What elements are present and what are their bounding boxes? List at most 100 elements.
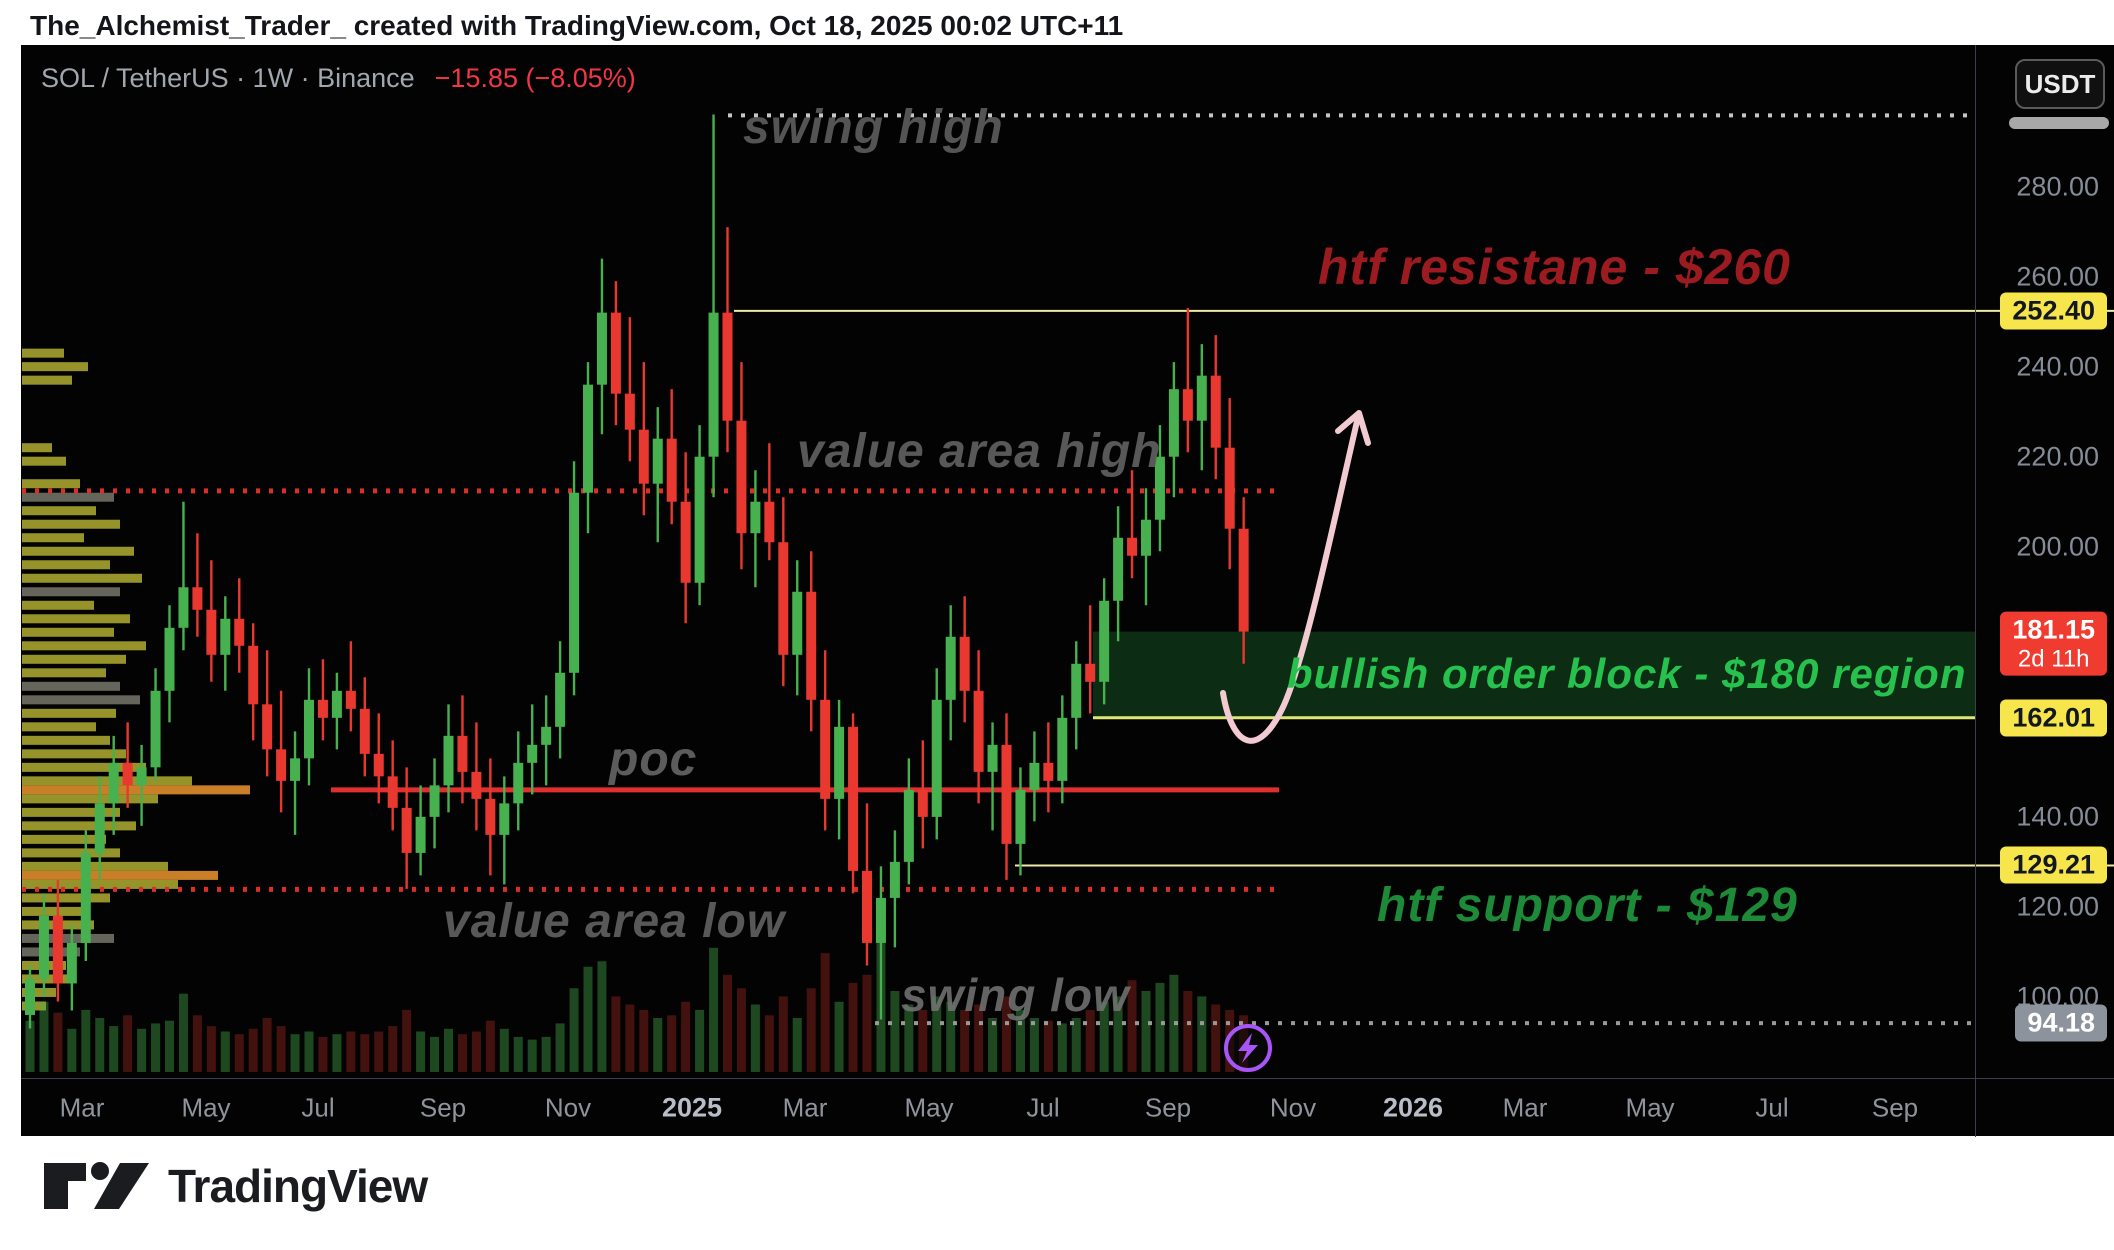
volume-bar: [220, 1031, 230, 1072]
candle-body: [1085, 663, 1096, 682]
volume-bar: [1211, 1004, 1221, 1072]
volume-bar: [304, 1031, 314, 1072]
candle-body: [192, 587, 203, 610]
volume-bar: [346, 1031, 356, 1072]
candle-body: [457, 735, 468, 772]
candle-body: [848, 726, 859, 871]
time-tick-label: Jul: [1026, 1092, 1060, 1123]
candle-body: [317, 699, 328, 718]
volume-bar: [611, 996, 621, 1072]
volume-profile-row: [22, 533, 84, 543]
volume-bar: [681, 1001, 691, 1072]
candle-body: [108, 762, 119, 804]
lightning-badge-icon[interactable]: [1224, 1024, 1272, 1072]
volume-profile-row: [22, 708, 116, 718]
price-axis[interactable]: USDT 280.00 260.00 240.00 220.00 200.00 140.0…: [1975, 45, 2114, 1078]
candle-body: [1127, 537, 1138, 556]
volume-profile-row: [22, 614, 130, 624]
volume-bar: [988, 1018, 998, 1072]
volume-bar: [81, 1009, 91, 1072]
countdown-label: 2d 11h: [2017, 645, 2090, 673]
price-tick-label: 140.00: [2016, 801, 2099, 832]
volume-bar: [1239, 1015, 1249, 1072]
time-tick-label: Mar: [1502, 1092, 1548, 1123]
candle-body: [820, 699, 831, 799]
htf-support-label: htf support - $129: [1377, 879, 1798, 932]
candle-body: [903, 789, 914, 862]
volume-profile-row: [22, 1001, 46, 1011]
candle-body: [150, 690, 161, 768]
currency-button[interactable]: USDT: [2015, 59, 2105, 109]
candle-body: [555, 672, 566, 727]
candle-body: [122, 762, 133, 786]
volume-bar: [764, 1015, 774, 1072]
candle-body: [80, 852, 91, 943]
volume-profile-row: [22, 443, 52, 453]
volume-bar: [374, 1031, 384, 1072]
candle-body: [987, 744, 998, 772]
candle-body: [248, 645, 259, 705]
volume-bar: [890, 991, 900, 1072]
volume-bar: [597, 961, 607, 1072]
candle-body: [1015, 789, 1026, 844]
candle-body: [164, 627, 175, 691]
time-tick-label: Nov: [544, 1092, 592, 1123]
candle-body: [1224, 447, 1235, 529]
candle-body: [485, 798, 496, 835]
candle-body: [666, 438, 677, 502]
volume-bar: [834, 1001, 844, 1072]
time-tick-label: Mar: [782, 1092, 828, 1123]
volume-bar: [444, 1028, 453, 1072]
candle-body: [1099, 600, 1110, 682]
volume-profile-row: [22, 506, 96, 516]
tradingview-logo-icon: [44, 1162, 149, 1209]
volume-bar: [723, 974, 732, 1072]
candle-body: [1168, 389, 1179, 457]
volume-profile-row: [22, 879, 178, 889]
volume-bar: [736, 988, 746, 1072]
volume-profile-row: [22, 735, 110, 745]
candle-body: [583, 384, 593, 493]
volume-bar: [639, 1009, 649, 1072]
poc-label: poc: [609, 733, 698, 786]
volume-profile-row: [22, 348, 64, 358]
time-tick-label: Jul: [1755, 1092, 1789, 1123]
candle-body: [234, 618, 245, 646]
price-tick-label: 240.00: [2016, 351, 2099, 382]
volume-bar: [583, 966, 593, 1072]
candle-body: [359, 708, 370, 754]
time-tick-label: Jul: [301, 1092, 335, 1123]
chart-panel[interactable]: SOL / TetherUS · 1W · Binance −15.85 (−8.…: [21, 45, 2114, 1137]
volume-bar: [402, 1009, 412, 1072]
volume-bar: [123, 1015, 133, 1072]
price-scale-thumb[interactable]: [2009, 117, 2109, 129]
volume-profile-row: [22, 681, 120, 691]
volume-bar: [820, 953, 830, 1072]
candle-body: [94, 803, 105, 853]
bullish-order-block-label: bullish order block - $180 region: [1287, 650, 1967, 697]
volume-bar: [876, 937, 886, 1072]
price-tick-label: 120.00: [2016, 891, 2099, 922]
price-tick-label: 280.00: [2016, 171, 2099, 202]
price-level-badge: 94.18: [2015, 1004, 2107, 1042]
volume-profile-row: [22, 987, 56, 997]
candle-body: [38, 915, 49, 979]
time-axis[interactable]: Mar May Jul Sep Nov 2025 Mar May Jul Sep Nov 2026 Ma…: [21, 1078, 2114, 1137]
candle-body: [1029, 762, 1040, 790]
candle-body: [401, 807, 412, 853]
candle-body: [736, 420, 747, 534]
volume-bar: [1071, 1018, 1081, 1072]
candle-body: [25, 978, 35, 1015]
volume-bar: [262, 1018, 272, 1072]
candle-body: [471, 771, 482, 799]
candle-body: [862, 870, 872, 943]
volume-bar: [471, 1031, 481, 1072]
volume-profile-row: [22, 776, 192, 786]
symbol-name: SOL / TetherUS · 1W · Binance: [41, 63, 415, 93]
volume-bar: [1029, 1018, 1039, 1072]
candle-body: [652, 438, 663, 484]
swing-high-label: swing high: [743, 101, 1004, 154]
symbol-change: −15.85 (−8.05%): [434, 63, 636, 93]
volume-bar: [165, 1020, 174, 1072]
candle-body: [206, 609, 217, 655]
